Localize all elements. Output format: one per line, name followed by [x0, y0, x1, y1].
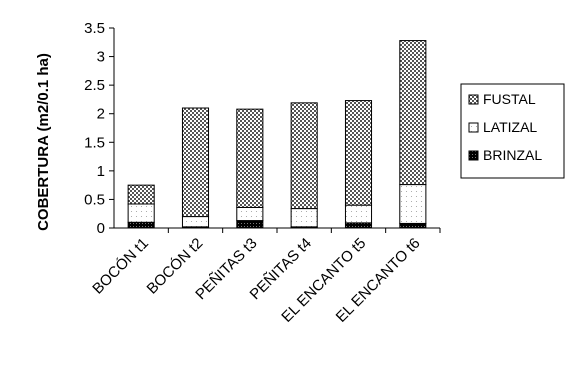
legend-label-brinzal: BRINZAL: [483, 147, 542, 163]
legend-label-latizal: LATIZAL: [483, 119, 537, 135]
bar-segment-latizal: [344, 204, 373, 224]
y-tick-label: 2.5: [84, 77, 105, 94]
bar-segment-fustal: [290, 102, 318, 210]
y-tick-label: 3.5: [84, 20, 105, 37]
y-tick-label: 1: [97, 163, 105, 180]
bar-segment-fustal: [236, 108, 264, 208]
bar-segment-fustal: [181, 107, 210, 218]
bar-segment-fustal: [127, 184, 155, 205]
y-axis: 0 0.5 1 1.5 2 2.5 3 3.5: [84, 20, 115, 237]
y-axis-label: COBERTURA (m2/0.1 ha): [35, 53, 52, 231]
y-tick-label: 0.5: [84, 191, 105, 208]
bar-segment-brinzal: [344, 222, 373, 229]
y-tick-label: 0: [97, 220, 105, 237]
bar-segment-latizal: [290, 208, 318, 228]
bar-segment-brinzal: [399, 222, 427, 229]
legend: FUSTAL LATIZAL BRINZAL: [460, 83, 565, 179]
legend-swatch-latizal: [468, 122, 479, 133]
bar-segment-latizal: [127, 203, 155, 223]
bar-segment-fustal: [399, 40, 427, 186]
bar-segment-fustal: [344, 100, 373, 206]
bars: [127, 40, 427, 229]
legend-swatch-fustal: [468, 94, 479, 105]
bar-segment-latizal: [236, 206, 264, 222]
bar-segment-latizal: [181, 216, 210, 228]
bar-segment-brinzal: [127, 221, 155, 229]
legend-swatch-brinzal: [468, 150, 479, 161]
legend-label-fustal: FUSTAL: [483, 91, 536, 107]
y-tick-label: 1.5: [84, 134, 105, 151]
x-tick-label: BOCÓN t1: [89, 235, 152, 298]
y-tick-label: 2: [97, 106, 105, 123]
y-tick-label: 3: [97, 49, 105, 66]
bar-segment-latizal: [399, 184, 427, 224]
bar-segment-brinzal: [236, 220, 264, 229]
